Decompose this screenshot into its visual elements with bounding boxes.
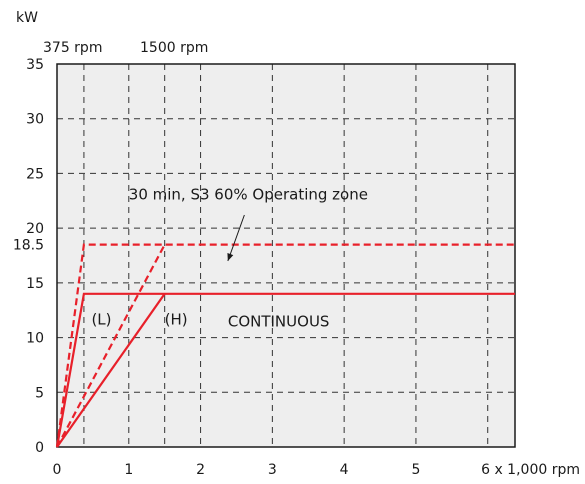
- y-tick-label: 25: [26, 166, 44, 182]
- y-tick-label: 10: [26, 331, 44, 347]
- series-line-solid: [56, 293, 166, 448]
- x-tick-label: 5: [411, 462, 420, 478]
- series-line-dashed: [56, 244, 166, 448]
- x-axis-label: 6 x 1,000 rpm: [481, 462, 580, 478]
- y-tick-label: 15: [26, 276, 44, 292]
- top-speed-label: 1500 rpm: [140, 40, 208, 56]
- y-tick-label: 20: [26, 221, 44, 237]
- plot-frame: [56, 63, 516, 448]
- x-tick-label: 2: [196, 462, 205, 478]
- curve-label: (H): [165, 310, 188, 328]
- annotation-arrow: [227, 214, 245, 262]
- x-tick-label: 4: [340, 462, 349, 478]
- x-tick-label: 1: [124, 462, 133, 478]
- series-line-solid: [55, 292, 515, 448]
- y-tick-label: 35: [26, 57, 44, 73]
- y-tick-label: 18.5: [13, 238, 44, 254]
- top-speed-label: 375 rpm: [43, 40, 102, 56]
- x-tick-label: 0: [53, 462, 62, 478]
- annotation-arrowhead: [227, 252, 234, 261]
- x-tick-label: 3: [268, 462, 277, 478]
- y-tick-label: 0: [35, 440, 44, 456]
- continuous-label: CONTINUOUS: [228, 313, 330, 331]
- y-axis-label: kW: [16, 10, 38, 26]
- y-tick-label: 5: [35, 385, 44, 401]
- curve-label: (L): [91, 310, 111, 328]
- y-tick-label: 30: [26, 112, 44, 128]
- operating-zone-label: 30 min, S3 60% Operating zone: [129, 186, 368, 204]
- series-line-dashed: [55, 243, 515, 448]
- plot-area: [57, 64, 515, 447]
